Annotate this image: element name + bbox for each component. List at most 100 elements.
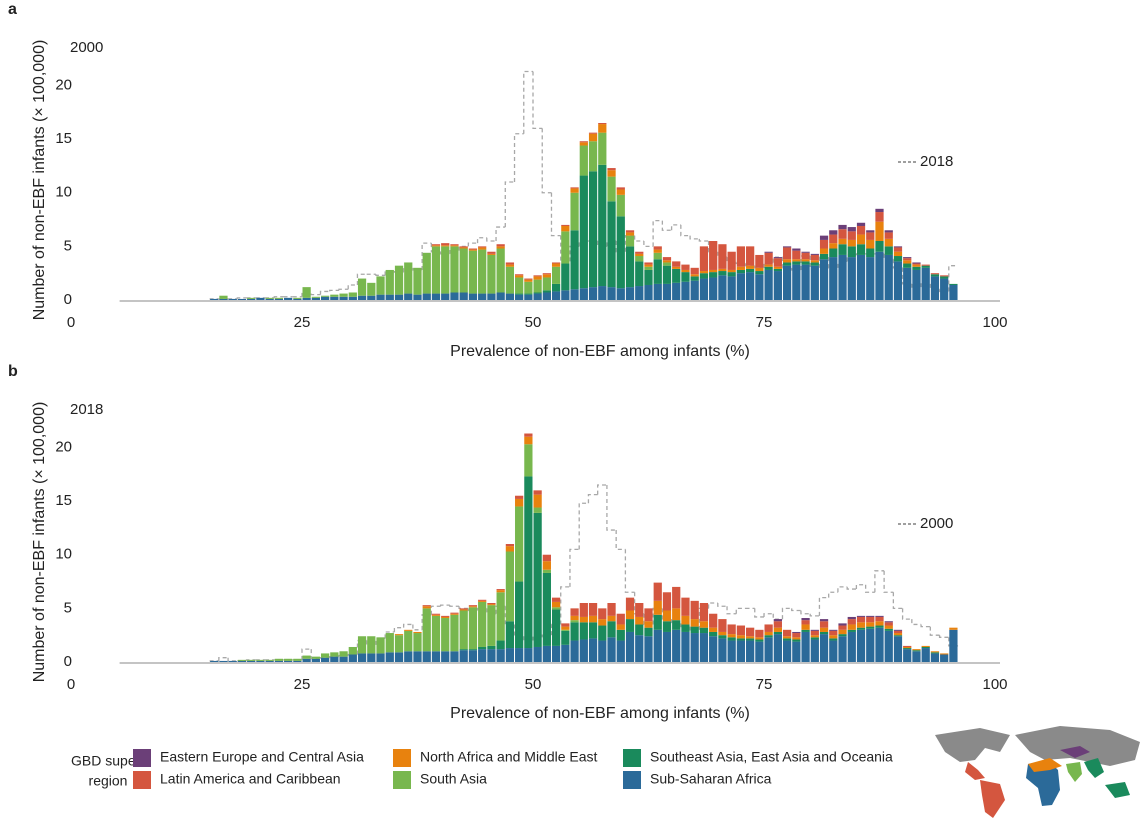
- bar-segment: [247, 660, 256, 662]
- bar-segment: [588, 132, 598, 134]
- bar-segment: [718, 244, 727, 269]
- bar-segment: [746, 272, 755, 300]
- reference-step: [550, 192, 561, 237]
- bar-segment: [940, 653, 949, 655]
- bar-segment: [478, 249, 487, 294]
- bar-segment: [422, 605, 431, 607]
- bar-segment: [893, 629, 903, 631]
- bar-segment: [551, 607, 561, 610]
- bar-segment: [579, 141, 588, 143]
- reference-step: [375, 637, 386, 645]
- bar-segment: [893, 636, 903, 662]
- bar-segment: [856, 627, 866, 630]
- bar-segment: [746, 640, 755, 662]
- bar-segment: [782, 247, 792, 260]
- bar-segment: [561, 629, 570, 631]
- bar-segment: [533, 292, 542, 294]
- bar-segment: [625, 232, 635, 236]
- reference-step: [319, 290, 330, 295]
- reference-step: [384, 631, 395, 639]
- bar-segment: [524, 444, 533, 477]
- bar-segment: [422, 606, 431, 609]
- bar-segment: [505, 648, 515, 662]
- bar-segment: [921, 646, 930, 649]
- bar-segment: [727, 272, 736, 277]
- bar-segment: [819, 619, 829, 622]
- bar-segment: [598, 608, 607, 620]
- bar-segment: [422, 608, 431, 652]
- bar-segment: [570, 622, 579, 641]
- bar-segment: [644, 269, 653, 285]
- bar-segment: [644, 264, 653, 267]
- bar-segment: [635, 603, 644, 617]
- bar-segment: [404, 262, 413, 294]
- bar-segment: [542, 572, 551, 646]
- bar-segment: [884, 254, 893, 300]
- bar-segment: [709, 631, 718, 637]
- bar-segment: [875, 615, 884, 617]
- bar-segment: [616, 187, 625, 190]
- bar-segment: [625, 631, 635, 662]
- bar-segment: [764, 264, 773, 267]
- reference-step: [532, 71, 543, 130]
- bar-segment: [570, 188, 579, 193]
- reference-step: [606, 485, 617, 531]
- bar-segment: [385, 633, 394, 653]
- bar-segment: [284, 660, 293, 662]
- legend-label: Latin America and Caribbean: [160, 771, 341, 787]
- bar-segment: [672, 608, 681, 621]
- bar-segment: [524, 433, 533, 437]
- bar-segment: [496, 649, 505, 662]
- bar-segment: [921, 267, 930, 300]
- bar-segment: [330, 296, 339, 300]
- bar-segment: [551, 283, 561, 292]
- bar-segment: [413, 294, 422, 300]
- bar-segment: [505, 551, 515, 622]
- bar-segment: [709, 627, 718, 632]
- panel-label: a: [8, 1, 17, 18]
- bar-segment: [635, 261, 644, 287]
- bar-segment: [487, 649, 496, 662]
- bar-segment: [718, 275, 727, 300]
- bar-segment: [893, 251, 903, 257]
- bar-segment: [736, 635, 746, 639]
- legend-title: GBD super-: [71, 753, 145, 769]
- bar-segment: [681, 624, 690, 632]
- bar-segment: [579, 142, 588, 146]
- bar-segment: [709, 636, 718, 662]
- bar-segment: [893, 630, 903, 634]
- legend-label: Eastern Europe and Central Asia: [160, 749, 364, 765]
- reference-step: [578, 502, 589, 550]
- reference-step: [689, 235, 700, 240]
- reference-step: [800, 610, 811, 615]
- bar-segment: [662, 257, 672, 261]
- bar-segment: [579, 603, 588, 617]
- reference-step: [541, 128, 552, 194]
- reference-step: [837, 260, 848, 268]
- bar-segment: [579, 622, 588, 640]
- bar-segment: [709, 272, 718, 278]
- bar-segment: [274, 297, 284, 299]
- bar-segment: [542, 290, 551, 293]
- bar-segment: [450, 244, 459, 246]
- bar-segment: [709, 613, 718, 628]
- bar-segment: [856, 616, 866, 623]
- bar-segment: [616, 629, 625, 641]
- bar-segment: [829, 630, 838, 636]
- bar-segment: [709, 269, 718, 273]
- bar-segment: [394, 265, 404, 295]
- bar-segment: [394, 294, 404, 300]
- bar-segment: [819, 627, 829, 632]
- bar-segment: [607, 287, 616, 300]
- bar-segment: [616, 624, 625, 630]
- bar-segment: [829, 230, 838, 235]
- bar-segment: [330, 652, 339, 657]
- x-axis-label: Prevalence of non-EBF among infants (%): [450, 343, 750, 360]
- bar-segment: [912, 649, 921, 651]
- bar-segment: [690, 267, 699, 275]
- bar-segment: [588, 622, 598, 639]
- bar-segment: [496, 590, 505, 593]
- bar-segment: [912, 266, 921, 270]
- bar-segment: [533, 494, 542, 508]
- bar-segment: [542, 273, 551, 275]
